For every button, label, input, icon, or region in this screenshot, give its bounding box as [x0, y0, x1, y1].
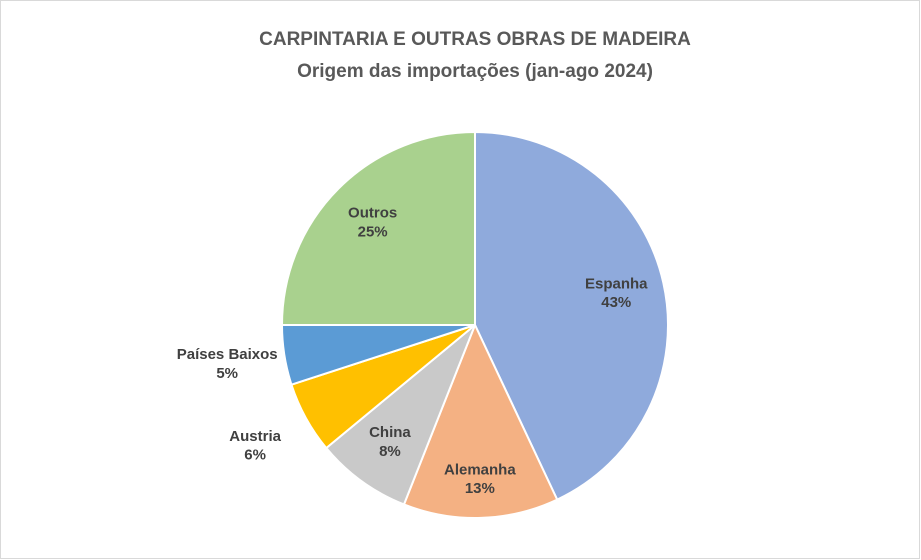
- pie-slice: [402, 322, 559, 519]
- pie-slice: [324, 324, 476, 506]
- pie-slice: [280, 130, 476, 326]
- slice-value: 25%: [358, 223, 388, 240]
- slice-category: Espanha: [585, 275, 648, 292]
- slice-value: 43%: [601, 294, 631, 311]
- slice-label: Austria 6%: [229, 428, 281, 464]
- slice-label: Espanha 43%: [585, 275, 648, 311]
- chart-subtitle: Origem das importações (jan-ago 2024): [297, 61, 653, 82]
- chart-title: CARPINTARIA E OUTRAS OBRAS DE MADEIRA: [259, 29, 691, 50]
- slice-category: Outros: [348, 205, 397, 222]
- slice-value: 13%: [465, 480, 495, 497]
- slice-label: China 8%: [369, 424, 411, 460]
- slice-value: 5%: [216, 365, 238, 382]
- slice-label: Países Baixos 5%: [177, 346, 278, 382]
- slice-category: Países Baixos: [177, 346, 278, 363]
- slice-category: Alemanha: [444, 461, 516, 478]
- slice-label: Outros 25%: [348, 205, 397, 241]
- slice-category: China: [369, 424, 411, 441]
- slice-category: Austria: [229, 428, 281, 445]
- slice-value: 8%: [379, 443, 401, 460]
- pie-slice: [474, 130, 669, 501]
- slice-value: 6%: [244, 447, 266, 464]
- slice-label: Alemanha 13%: [444, 461, 516, 497]
